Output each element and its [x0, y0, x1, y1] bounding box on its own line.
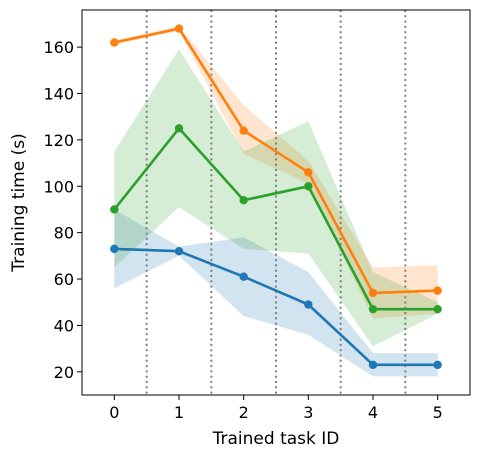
point-series-1-0 — [110, 38, 119, 47]
plot-frame — [81, 9, 471, 396]
x-tick-label-2: 2 — [239, 403, 249, 422]
y-tick-label-6: 140 — [43, 84, 74, 103]
line-series-1 — [114, 27, 438, 295]
point-series-1-4 — [368, 288, 378, 298]
point-series-0-0 — [110, 244, 119, 254]
point-series-2-2 — [239, 195, 248, 205]
series-points — [110, 24, 442, 370]
task-boundary-lines — [145, 10, 407, 395]
point-series-1-5 — [433, 286, 442, 295]
point-series-0-5 — [433, 360, 442, 370]
x-axis-ticks: 0 1 2 3 4 5 — [109, 395, 443, 422]
x-tick-label-3: 3 — [303, 403, 313, 422]
band-series-2 — [114, 49, 438, 347]
point-series-0-2 — [239, 272, 248, 281]
y-tick-label-2: 60 — [54, 270, 74, 289]
x-tick-label-5: 5 — [433, 403, 443, 422]
confidence-bands — [114, 26, 438, 377]
point-series-2-1 — [174, 124, 184, 133]
y-tick-label-1: 40 — [54, 316, 74, 335]
y-axis-label: Training time (s) — [9, 133, 29, 272]
line-series-2 — [113, 127, 438, 311]
y-tick-label-0: 20 — [54, 363, 74, 382]
point-series-1-3 — [304, 168, 313, 177]
y-tick-label-3: 80 — [54, 224, 74, 243]
x-tick-label-4: 4 — [368, 403, 378, 422]
point-series-0-3 — [304, 300, 313, 309]
point-series-0-4 — [368, 360, 378, 370]
point-series-2-5 — [433, 304, 442, 314]
x-tick-label-1: 1 — [174, 403, 184, 422]
band-series-0 — [114, 209, 438, 377]
point-series-2-0 — [110, 205, 119, 214]
y-axis-ticks: 20 40 60 80 100 120 140 160 — [43, 38, 82, 382]
y-tick-label-7: 160 — [43, 38, 74, 57]
x-axis-label: Trained task ID — [212, 429, 340, 449]
band-series-1 — [114, 26, 438, 319]
y-tick-label-5: 120 — [43, 131, 74, 150]
point-series-2-3 — [304, 182, 313, 191]
y-tick-label-4: 100 — [43, 177, 74, 196]
point-series-1-2 — [239, 126, 248, 135]
point-series-0-1 — [174, 247, 184, 256]
x-tick-label-0: 0 — [109, 403, 119, 422]
point-series-2-4 — [368, 304, 378, 314]
point-series-1-1 — [174, 24, 184, 33]
line-series-0 — [114, 247, 438, 367]
series-lines — [113, 27, 438, 367]
